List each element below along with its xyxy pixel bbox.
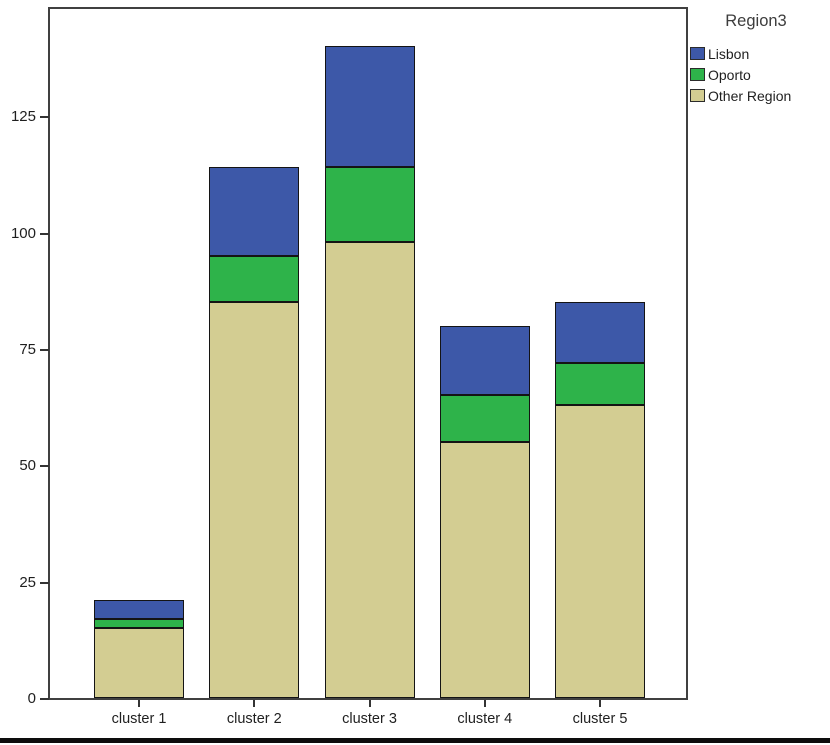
legend-label: Lisbon [708, 45, 750, 62]
y-tick-mark [40, 581, 49, 584]
bottom-divider [0, 738, 830, 743]
legend-entries: Lisbon Oporto Other Region [690, 45, 828, 104]
x-tick-label: cluster 2 [226, 711, 282, 727]
y-tick-label: 0 [27, 690, 36, 707]
bars-layer [50, 9, 686, 698]
y-tick-label: 50 [19, 457, 36, 475]
bar-segment-oporto [324, 167, 415, 242]
legend-label: Other Region [708, 87, 792, 104]
x-tick-label: cluster 4 [457, 711, 513, 727]
legend-swatch-icon [690, 89, 705, 102]
bar-segment-lisbon [209, 167, 300, 256]
bar-segment-lisbon [439, 325, 530, 396]
y-tick-mark [40, 232, 49, 235]
bar-segment-oporto [94, 618, 184, 629]
y-tick-mark [40, 698, 49, 700]
legend-entry-other-region: Other Region [690, 87, 828, 104]
legend-label: Oporto [708, 66, 751, 83]
bar-segment-lisbon [94, 600, 184, 619]
x-tick-label: cluster 3 [342, 711, 397, 727]
x-tick-mark [253, 700, 256, 707]
bar-segment-other-region [324, 241, 415, 698]
x-tick-mark [368, 700, 371, 707]
plot-area [48, 7, 688, 700]
legend: Region3 Lisbon Oporto Other Region [690, 12, 828, 108]
bar-segment-lisbon [555, 302, 645, 363]
x-tick-mark [483, 700, 486, 707]
x-tick-label: cluster 5 [572, 711, 628, 727]
bar-segment-other-region [94, 628, 184, 698]
x-tick-mark [138, 700, 140, 707]
bar-segment-lisbon [324, 46, 415, 168]
y-tick-label: 75 [19, 340, 36, 358]
legend-swatch-icon [690, 47, 705, 60]
legend-entry-oporto: Oporto [690, 66, 828, 83]
x-tick-mark [599, 700, 601, 707]
bar-segment-other-region [439, 442, 530, 698]
bar-segment-other-region [555, 404, 645, 698]
y-tick-label: 100 [10, 224, 36, 242]
y-tick-mark [40, 465, 49, 468]
legend-swatch-icon [690, 68, 705, 81]
y-tick-label: 25 [19, 573, 36, 591]
bar-segment-oporto [209, 255, 300, 303]
legend-title: Region3 [725, 12, 787, 30]
bar-segment-oporto [555, 362, 645, 405]
y-tick-label: 125 [10, 108, 36, 126]
bar-segment-other-region [209, 302, 300, 698]
y-tick-mark [40, 348, 49, 351]
x-tick-label: cluster 1 [111, 711, 167, 727]
bar-segment-oporto [439, 395, 530, 442]
legend-entry-lisbon: Lisbon [690, 45, 828, 62]
y-tick-mark [40, 116, 49, 119]
